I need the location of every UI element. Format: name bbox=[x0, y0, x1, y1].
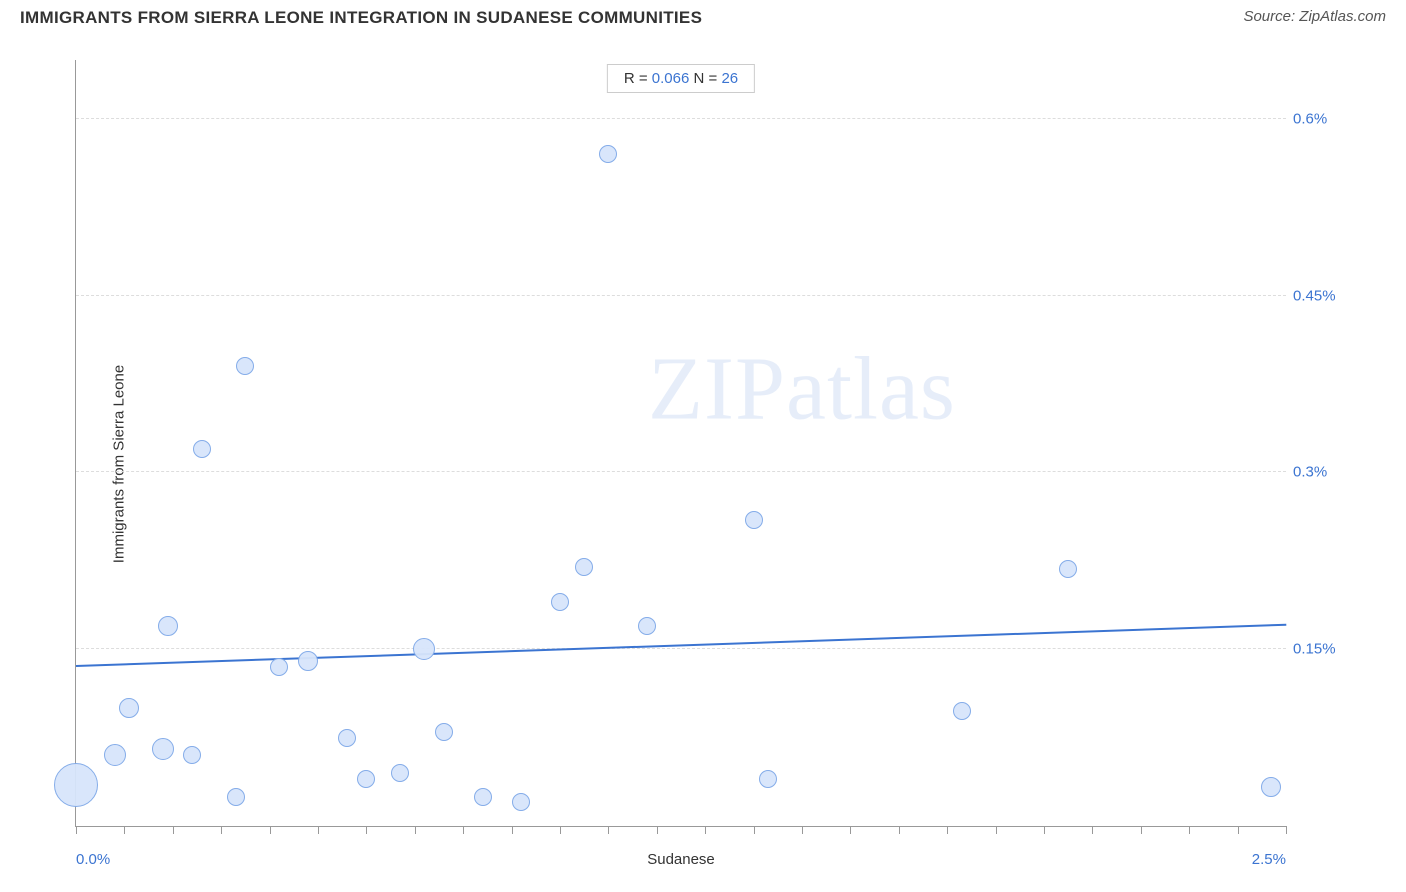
scatter-point bbox=[391, 764, 409, 782]
scatter-point bbox=[435, 723, 453, 741]
x-tick bbox=[270, 826, 271, 834]
x-tick bbox=[1092, 826, 1093, 834]
x-tick bbox=[1238, 826, 1239, 834]
scatter-point bbox=[953, 702, 971, 720]
scatter-point bbox=[413, 638, 435, 660]
x-tick bbox=[366, 826, 367, 834]
x-tick bbox=[221, 826, 222, 834]
gridline-h bbox=[76, 648, 1286, 649]
x-tick bbox=[1189, 826, 1190, 834]
x-tick bbox=[173, 826, 174, 834]
scatter-chart: Immigrants from Sierra Leone ZIPatlas R … bbox=[20, 45, 1386, 882]
watermark: ZIPatlas bbox=[648, 338, 956, 441]
scatter-point bbox=[1059, 560, 1077, 578]
scatter-point bbox=[236, 357, 254, 375]
gridline-h bbox=[76, 295, 1286, 296]
x-tick bbox=[996, 826, 997, 834]
x-tick bbox=[76, 826, 77, 834]
y-tick-label: 0.3% bbox=[1293, 464, 1378, 481]
scatter-point bbox=[119, 698, 139, 718]
x-tick-label: 0.0% bbox=[76, 851, 110, 868]
x-tick bbox=[512, 826, 513, 834]
x-tick bbox=[705, 826, 706, 834]
x-tick bbox=[850, 826, 851, 834]
x-tick bbox=[463, 826, 464, 834]
x-tick bbox=[560, 826, 561, 834]
x-axis-label: Sudanese bbox=[647, 851, 715, 868]
gridline-h bbox=[76, 471, 1286, 472]
y-tick-label: 0.45% bbox=[1293, 287, 1378, 304]
scatter-point bbox=[638, 617, 656, 635]
r-label: R = bbox=[624, 70, 652, 87]
scatter-point bbox=[158, 616, 178, 636]
x-tick bbox=[318, 826, 319, 834]
page-title: IMMIGRANTS FROM SIERRA LEONE INTEGRATION… bbox=[20, 8, 702, 28]
scatter-point bbox=[599, 145, 617, 163]
scatter-point bbox=[54, 763, 98, 807]
x-tick bbox=[802, 826, 803, 834]
watermark-thin: atlas bbox=[786, 340, 956, 439]
y-tick-label: 0.15% bbox=[1293, 641, 1378, 658]
scatter-point bbox=[104, 744, 126, 766]
trend-line bbox=[76, 624, 1286, 667]
x-tick bbox=[754, 826, 755, 834]
scatter-point bbox=[152, 738, 174, 760]
scatter-point bbox=[357, 770, 375, 788]
x-tick-label: 2.5% bbox=[1252, 851, 1286, 868]
gridline-h bbox=[76, 118, 1286, 119]
x-tick bbox=[1044, 826, 1045, 834]
watermark-bold: ZIP bbox=[648, 340, 786, 439]
scatter-point bbox=[512, 793, 530, 811]
scatter-point bbox=[1261, 777, 1281, 797]
y-tick-label: 0.6% bbox=[1293, 110, 1378, 127]
scatter-point bbox=[745, 511, 763, 529]
n-value: 26 bbox=[721, 70, 738, 87]
scatter-point bbox=[551, 593, 569, 611]
x-tick bbox=[947, 826, 948, 834]
x-tick bbox=[657, 826, 658, 834]
scatter-point bbox=[338, 729, 356, 747]
scatter-point bbox=[193, 440, 211, 458]
source-attribution: Source: ZipAtlas.com bbox=[1243, 8, 1386, 25]
x-tick bbox=[608, 826, 609, 834]
stats-box: R = 0.066 N = 26 bbox=[607, 64, 755, 93]
n-label: N = bbox=[689, 70, 721, 87]
scatter-point bbox=[270, 658, 288, 676]
x-tick bbox=[124, 826, 125, 834]
x-tick bbox=[899, 826, 900, 834]
scatter-point bbox=[575, 558, 593, 576]
x-tick bbox=[415, 826, 416, 834]
scatter-point bbox=[759, 770, 777, 788]
scatter-point bbox=[227, 788, 245, 806]
x-tick bbox=[1286, 826, 1287, 834]
scatter-point bbox=[474, 788, 492, 806]
scatter-point bbox=[183, 746, 201, 764]
plot-area: ZIPatlas R = 0.066 N = 26 Sudanese 0.15%… bbox=[75, 60, 1286, 827]
scatter-point bbox=[298, 651, 318, 671]
x-tick bbox=[1141, 826, 1142, 834]
r-value: 0.066 bbox=[652, 70, 690, 87]
